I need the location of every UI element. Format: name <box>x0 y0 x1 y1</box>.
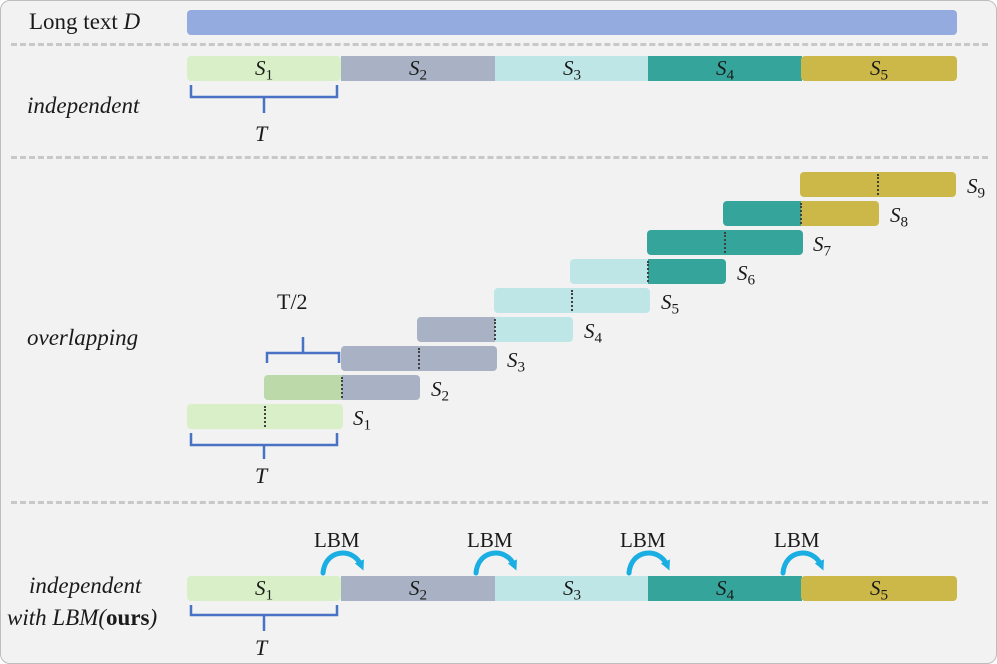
lbm-row-label-line2: with LBM(ours) <box>7 605 158 630</box>
independent-row-label: independent <box>27 93 140 118</box>
divider-2 <box>11 156 988 159</box>
ours-bold: ours <box>106 605 150 630</box>
overlap-half-brace-icon <box>265 337 341 363</box>
independent-segment-s4: S4 <box>648 56 802 84</box>
segment-label: S1 <box>254 576 274 604</box>
lbm-segment-s1: S1 <box>187 576 341 604</box>
overlap-segment-s2 <box>264 375 420 400</box>
overlap-segment-s3 <box>341 346 497 371</box>
overlap-label-s7: S7 <box>813 232 832 260</box>
lbm-row-label-line1: independent <box>29 573 142 598</box>
half-marker <box>647 261 649 282</box>
segment-label: S5 <box>869 576 889 604</box>
half-marker <box>571 290 573 311</box>
lbm-brace-icon <box>189 605 339 631</box>
segment-label: S3 <box>562 56 582 84</box>
half-marker <box>264 406 266 427</box>
overlap-label-s2: S2 <box>431 377 450 405</box>
independent-segment-s2: S2 <box>341 56 495 84</box>
overlap-segment-s5 <box>494 288 650 313</box>
half-marker <box>800 203 802 224</box>
segment-label: S2 <box>408 56 428 84</box>
independent-segment-s1: S1 <box>187 56 341 84</box>
long-text-variable: D <box>123 9 141 34</box>
overlap-half-brace-label: T/2 <box>277 289 308 314</box>
overlap-segment-s4 <box>417 317 573 342</box>
long-text-bar <box>187 10 957 35</box>
overlap-segment-s7 <box>647 230 803 255</box>
lbm-arrow-icon-4 <box>780 550 824 576</box>
segment-label: S4 <box>715 576 735 604</box>
lbm-segment-s5: S5 <box>801 576 957 604</box>
overlap-segment-s6 <box>570 259 726 284</box>
overlap-segment-s1 <box>187 404 343 429</box>
segment-label: S5 <box>869 56 889 84</box>
lbm-arrow-label-3: LBM <box>620 528 666 552</box>
overlap-segment-s8 <box>723 201 879 226</box>
lbm-segment-s3: S3 <box>495 576 649 604</box>
overlap-label-s8: S8 <box>890 203 909 231</box>
overlapping-row-label: overlapping <box>27 325 139 350</box>
overlap-label-s5: S5 <box>661 290 680 318</box>
independent-brace-label: T <box>255 121 268 146</box>
long-text-label: Long text D <box>29 9 140 35</box>
overlap-label-s9: S9 <box>967 174 986 202</box>
lbm-arrow-label-1: LBM <box>314 528 360 552</box>
half-marker <box>341 377 343 398</box>
independent-segment-s5: S5 <box>801 56 957 84</box>
segment-label: S2 <box>408 576 428 604</box>
overlap-label-s6: S6 <box>737 261 756 289</box>
lbm-arrow-icon-3 <box>626 550 670 576</box>
half-marker <box>877 174 879 195</box>
lbm-segment-s4: S4 <box>648 576 802 604</box>
overlap-label-s1: S1 <box>353 406 372 434</box>
lbm-arrow-label-2: LBM <box>467 528 513 552</box>
overlap-segment-s9 <box>800 172 956 197</box>
half-marker <box>418 348 420 369</box>
half-marker <box>494 319 496 340</box>
divider-3 <box>11 501 988 504</box>
independent-brace-icon <box>189 85 339 113</box>
long-text-prefix: Long text <box>29 9 124 34</box>
overlap-label-s3: S3 <box>507 348 526 376</box>
lbm-arrow-icon-1 <box>320 550 364 576</box>
overlap-brace-icon <box>189 433 339 459</box>
segment-label: S4 <box>715 56 735 84</box>
segment-label: S3 <box>562 576 582 604</box>
independent-segment-s3: S3 <box>495 56 649 84</box>
divider-1 <box>11 43 988 46</box>
half-marker <box>724 232 726 253</box>
segment-label: S1 <box>254 56 274 84</box>
overlap-brace-label: T <box>255 463 268 488</box>
lbm-arrow-icon-2 <box>473 550 517 576</box>
lbm-arrow-label-4: LBM <box>774 528 820 552</box>
lbm-brace-label: T <box>255 635 268 660</box>
lbm-segment-s2: S2 <box>341 576 495 604</box>
overlap-label-s4: S4 <box>584 319 603 347</box>
